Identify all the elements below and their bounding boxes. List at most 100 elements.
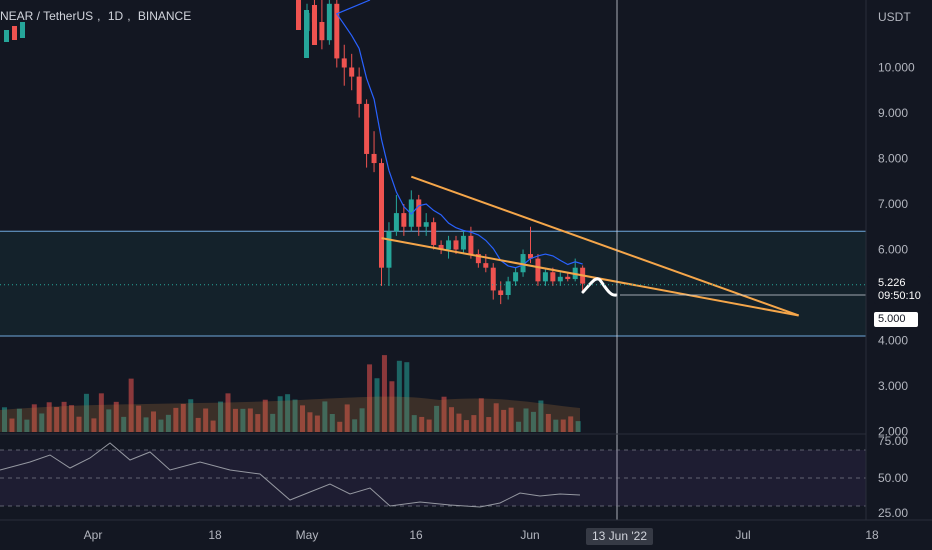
chart-title: NEAR / TetherUS, 1D, BINANCE [0,9,192,23]
time-tick-label: 18 [208,528,222,542]
rsi-line [0,442,581,508]
volume-bar [91,418,97,432]
candle [453,240,459,250]
candle [341,58,347,68]
candle [513,272,519,282]
trendline-0 [410,175,800,317]
volume-bar [232,408,238,432]
rsi-tick-label: 25.00 [878,506,908,520]
volume-bar [61,401,67,432]
candle [475,254,481,264]
candle [312,5,317,45]
volume-bar [203,408,209,432]
price-tick-label: 10.000 [878,61,915,75]
candle [364,103,370,154]
volume-bar [106,409,112,432]
volume-bar [285,394,291,432]
volume-bar [16,408,22,432]
candle [446,240,452,250]
volume-bar [337,421,343,432]
volume-bar [374,378,380,432]
volume-bar [195,417,201,432]
time-tick-label: May [296,528,319,542]
volume-bar [24,419,30,432]
volume-bar [255,414,261,432]
volume-ma-area [0,396,580,432]
volume-bar [151,411,156,432]
volume-bar [46,402,52,432]
volume-bar [486,417,492,432]
candle [326,3,332,41]
volume-bar [83,393,89,432]
volume-bar [545,413,551,432]
volume-bar [523,408,529,432]
countdown-value: 09:50:10 [878,290,921,302]
volume-bar [396,360,402,432]
candle [423,222,429,227]
volume-bar [277,396,283,432]
volume-bar [136,405,142,432]
volume-bar [128,378,134,432]
candle [498,290,504,295]
volume-bar [575,421,581,432]
volume-bar [538,400,544,432]
volume-bar [188,399,194,432]
price-tick-label: 4.000 [878,334,908,348]
volume-bar [113,401,119,432]
candle [393,213,399,232]
volume-bar [210,420,216,432]
volume-bar [560,419,566,432]
volume-bar [270,413,276,432]
volume-bar [419,416,425,432]
volume-bar [54,407,60,432]
volume-bar [300,405,305,432]
volume-bar [292,399,298,432]
candle [296,0,301,30]
volume-bar [553,419,559,432]
candle [520,254,526,273]
candle [379,163,384,268]
trendline-1 [381,237,799,317]
volume-bar [98,393,104,432]
volume-bar [426,419,432,432]
volume-bar [352,419,358,432]
volume-bar [516,421,522,432]
rsi-tick-label: 50.00 [878,471,908,485]
volume-bar [441,396,447,432]
candle [535,258,541,282]
volume-bar [143,417,149,432]
volume-bar [307,412,313,432]
volume-bar [247,408,253,432]
candle [483,263,489,268]
candle [408,199,414,227]
volume-bar [471,415,477,432]
candle [557,276,563,282]
volume-bar [478,398,484,432]
price-tick-label: 2.000 [878,425,908,439]
candle [438,244,444,250]
candle [460,235,466,250]
support-resistance-zone [0,231,866,336]
symbol-name[interactable]: NEAR / TetherUS [0,9,94,23]
volume-bar [463,420,469,432]
candle [349,67,355,77]
volume-bar [501,409,507,432]
candle [431,222,437,245]
volume-bar [359,408,365,432]
volume-bar [121,416,127,432]
volume-bar [31,404,37,432]
candle [542,272,548,282]
volume-bar [69,405,75,432]
volume-bar [2,407,7,432]
volume-bar [411,415,417,432]
candle [12,26,17,40]
volume-bar [434,405,440,432]
volume-bar [314,415,320,432]
volume-bar [9,418,15,432]
volume-bar [449,407,454,432]
price-tick-label: 8.000 [878,152,908,166]
time-tick-label: 18 [865,528,879,542]
interval-label[interactable]: 1D [107,9,124,23]
